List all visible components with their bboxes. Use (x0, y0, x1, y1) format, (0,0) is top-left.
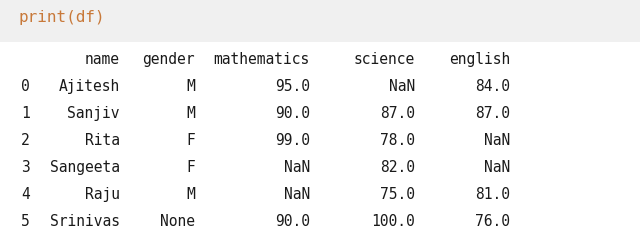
Text: NaN: NaN (388, 79, 415, 94)
Text: NaN: NaN (284, 187, 310, 202)
Text: Rita: Rita (85, 133, 120, 148)
Text: 4: 4 (21, 187, 30, 202)
Text: Ajitesh: Ajitesh (59, 79, 120, 94)
Text: science: science (354, 52, 415, 67)
Text: 0: 0 (21, 79, 30, 94)
Text: 90.0: 90.0 (275, 214, 310, 229)
Text: name: name (85, 52, 120, 67)
Text: Sangeeta: Sangeeta (50, 160, 120, 175)
Text: 81.0: 81.0 (475, 187, 510, 202)
Text: 99.0: 99.0 (275, 133, 310, 148)
Text: 78.0: 78.0 (380, 133, 415, 148)
Text: None: None (160, 214, 195, 229)
Text: 75.0: 75.0 (380, 187, 415, 202)
Text: print(df): print(df) (18, 10, 104, 25)
Text: 90.0: 90.0 (275, 106, 310, 121)
Text: Raju: Raju (85, 187, 120, 202)
Text: gender: gender (143, 52, 195, 67)
Text: 76.0: 76.0 (475, 214, 510, 229)
Text: 1: 1 (21, 106, 30, 121)
Text: english: english (449, 52, 510, 67)
Text: 3: 3 (21, 160, 30, 175)
Text: 95.0: 95.0 (275, 79, 310, 94)
Text: Sanjiv: Sanjiv (67, 106, 120, 121)
Text: 100.0: 100.0 (371, 214, 415, 229)
Text: F: F (186, 133, 195, 148)
Text: mathematics: mathematics (214, 52, 310, 67)
Text: NaN: NaN (284, 160, 310, 175)
Text: NaN: NaN (484, 133, 510, 148)
Text: 87.0: 87.0 (475, 106, 510, 121)
Text: M: M (186, 79, 195, 94)
Bar (0, 42, 640, 249)
Text: F: F (186, 160, 195, 175)
Text: 5: 5 (21, 214, 30, 229)
Text: Srinivas: Srinivas (50, 214, 120, 229)
Text: NaN: NaN (484, 160, 510, 175)
Text: 84.0: 84.0 (475, 79, 510, 94)
Text: 87.0: 87.0 (380, 106, 415, 121)
Text: M: M (186, 106, 195, 121)
Text: 2: 2 (21, 133, 30, 148)
Text: 82.0: 82.0 (380, 160, 415, 175)
Text: M: M (186, 187, 195, 202)
